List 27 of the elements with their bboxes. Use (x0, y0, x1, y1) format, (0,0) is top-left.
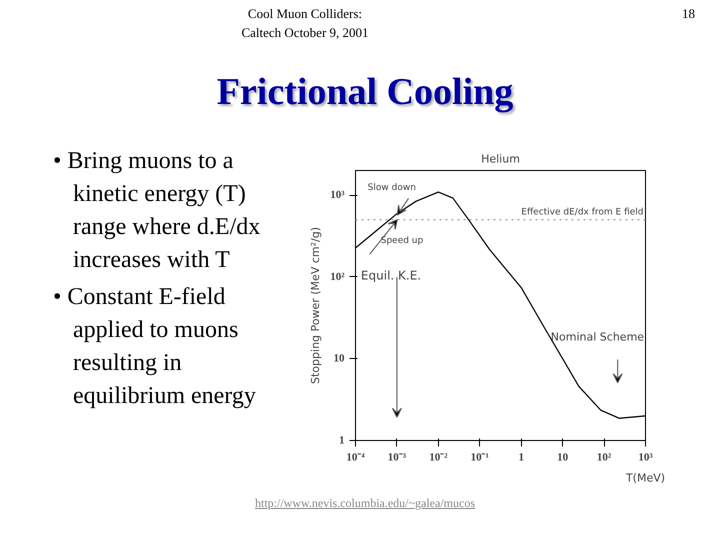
x-tick-label: 10⁻¹ (470, 452, 489, 464)
x-axis-title: T(MeV) (624, 472, 666, 484)
x-tick-label: 1 (518, 452, 524, 464)
ref-line-label: Effective dE/dx from E field (521, 208, 644, 218)
text: • Bring muons to a kinetic energy (T) range where d.E/dx increases with T (52, 147, 262, 275)
y-tick-label: 10² (330, 270, 346, 283)
text: http://www.nevis.columbia.edu/~galea/mucos (254, 496, 475, 510)
annotation: Slow down (368, 182, 416, 193)
annotation: Speed up (380, 236, 424, 246)
text: Cool Muon Colliders: (248, 6, 362, 21)
text: 18 (682, 5, 695, 23)
x-tick-label: 10⁻³ (388, 452, 407, 464)
x-tick-label: 10 (557, 452, 569, 464)
y-tick-label: 10³ (330, 189, 346, 202)
y-tick-label: 10 (334, 352, 345, 365)
chart-title: Frictional Cooling (216, 70, 514, 115)
text: Caltech October 9, 2001 (241, 24, 369, 40)
y-axis-title: Stopping Power (MeV cm²/g) (309, 227, 322, 384)
chart-subtitle: Helium (481, 152, 520, 166)
y-tick-label: 1 (339, 434, 344, 446)
x-tick-label: 10⁻⁴ (346, 452, 366, 464)
text: • Constant E-field applied to muons resulting in equilibrium energy (52, 283, 257, 411)
x-tick-label: 10² (596, 452, 612, 464)
x-tick-label: 10³ (638, 452, 654, 464)
x-tick-label: 10⁻² (429, 452, 448, 464)
annotation: Equil. K.E. (360, 268, 422, 283)
annotation: Nominal Scheme (550, 330, 644, 344)
